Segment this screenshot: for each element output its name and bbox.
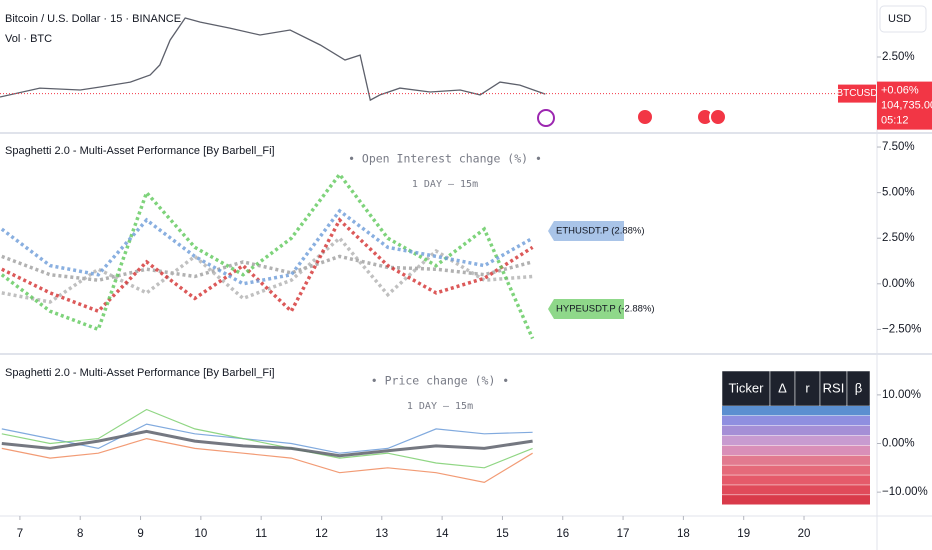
y-tick-label: 10.00% <box>882 389 921 401</box>
y-tick-label: 2.50% <box>882 232 915 244</box>
series-label: ETHUSDT.P (2.88%) <box>556 226 645 237</box>
x-tick-label: 11 <box>255 528 267 540</box>
table-row <box>722 465 870 475</box>
last-price-box <box>877 81 932 130</box>
y-tick-label: −2.50% <box>882 323 921 335</box>
table-header-cell <box>721 370 771 407</box>
currency[interactable]: USD <box>888 13 911 25</box>
x-tick-label: 14 <box>436 528 449 540</box>
scatter-trail <box>1 217 534 315</box>
pane-note: 1 DAY – 15m <box>407 401 473 412</box>
y-tick-label: 2.50% <box>882 51 915 63</box>
scatter-trail <box>1 254 534 282</box>
ticker-tag <box>838 84 876 103</box>
last-change: +0.06% <box>881 85 919 97</box>
y-tick-label: 5.00% <box>882 187 915 199</box>
x-tick-label: 13 <box>375 528 388 540</box>
x-tick-label: 17 <box>617 528 630 540</box>
x-tick-label: 16 <box>556 528 569 540</box>
series-line <box>1 423 533 454</box>
last-price: 104,735.00 <box>881 100 932 112</box>
table-header: RSI <box>823 380 845 395</box>
x-tick-label: 10 <box>194 528 207 540</box>
event-icons <box>537 108 727 127</box>
table-row <box>722 455 870 465</box>
x-tick-label: 12 <box>315 528 328 540</box>
table-row <box>722 495 870 505</box>
pane-note: 1 DAY – 15m <box>412 179 478 190</box>
x-tick-label: 15 <box>496 528 509 540</box>
y-tick-label: 7.50% <box>882 141 915 153</box>
table-row <box>722 425 870 436</box>
price-line <box>0 17 546 102</box>
y-tick-label: −10.00% <box>882 486 928 498</box>
table-header: Ticker <box>729 380 765 395</box>
table-row <box>722 445 870 455</box>
event-icon[interactable] <box>537 109 555 127</box>
event-icon[interactable] <box>636 108 654 126</box>
x-tick-label: 7 <box>17 528 23 540</box>
countdown: 05:12 <box>881 115 909 127</box>
event-icon[interactable] <box>709 108 727 126</box>
indicator-title: Spaghetti 2.0 - Multi-Asset Performance … <box>5 145 275 157</box>
scatter-trail <box>0 171 535 340</box>
table-row <box>722 485 870 495</box>
scatter-trail <box>1 235 533 304</box>
x-tick-label: 20 <box>798 528 811 540</box>
table-row <box>722 415 870 426</box>
y-tick-label: 0.00% <box>882 438 915 450</box>
x-tick-label: 9 <box>137 528 143 540</box>
series-line <box>1 429 533 458</box>
series-label-bg <box>548 299 624 319</box>
indicator-title: Spaghetti 2.0 - Multi-Asset Performance … <box>5 367 275 379</box>
x-tick-label: 19 <box>737 528 750 540</box>
table-header: β <box>855 380 862 395</box>
table-header: r <box>805 380 810 395</box>
pane-subtitle: • Open Interest change (%) • <box>348 152 542 166</box>
currency-button[interactable] <box>879 5 927 33</box>
volume-legend: Vol · BTC <box>5 33 52 45</box>
series-line <box>1 408 533 469</box>
table-header: Δ <box>778 380 787 395</box>
x-tick-label: 8 <box>77 528 83 540</box>
table-row <box>722 475 870 485</box>
table-row <box>722 435 870 446</box>
table-row <box>722 406 870 416</box>
series-label-bg <box>548 221 624 241</box>
symbol-title: Bitcoin / U.S. Dollar · 15 · BINANCE <box>5 13 181 25</box>
y-tick-label: 0.00% <box>882 278 915 290</box>
series-label: HYPEUSDT.P (-2.88%) <box>556 304 655 315</box>
pane-subtitle: • Price change (%) • <box>371 374 509 388</box>
ticker-tag-label: BTCUSD <box>836 88 877 99</box>
x-tick-label: 18 <box>677 528 690 540</box>
series-line <box>1 437 533 484</box>
